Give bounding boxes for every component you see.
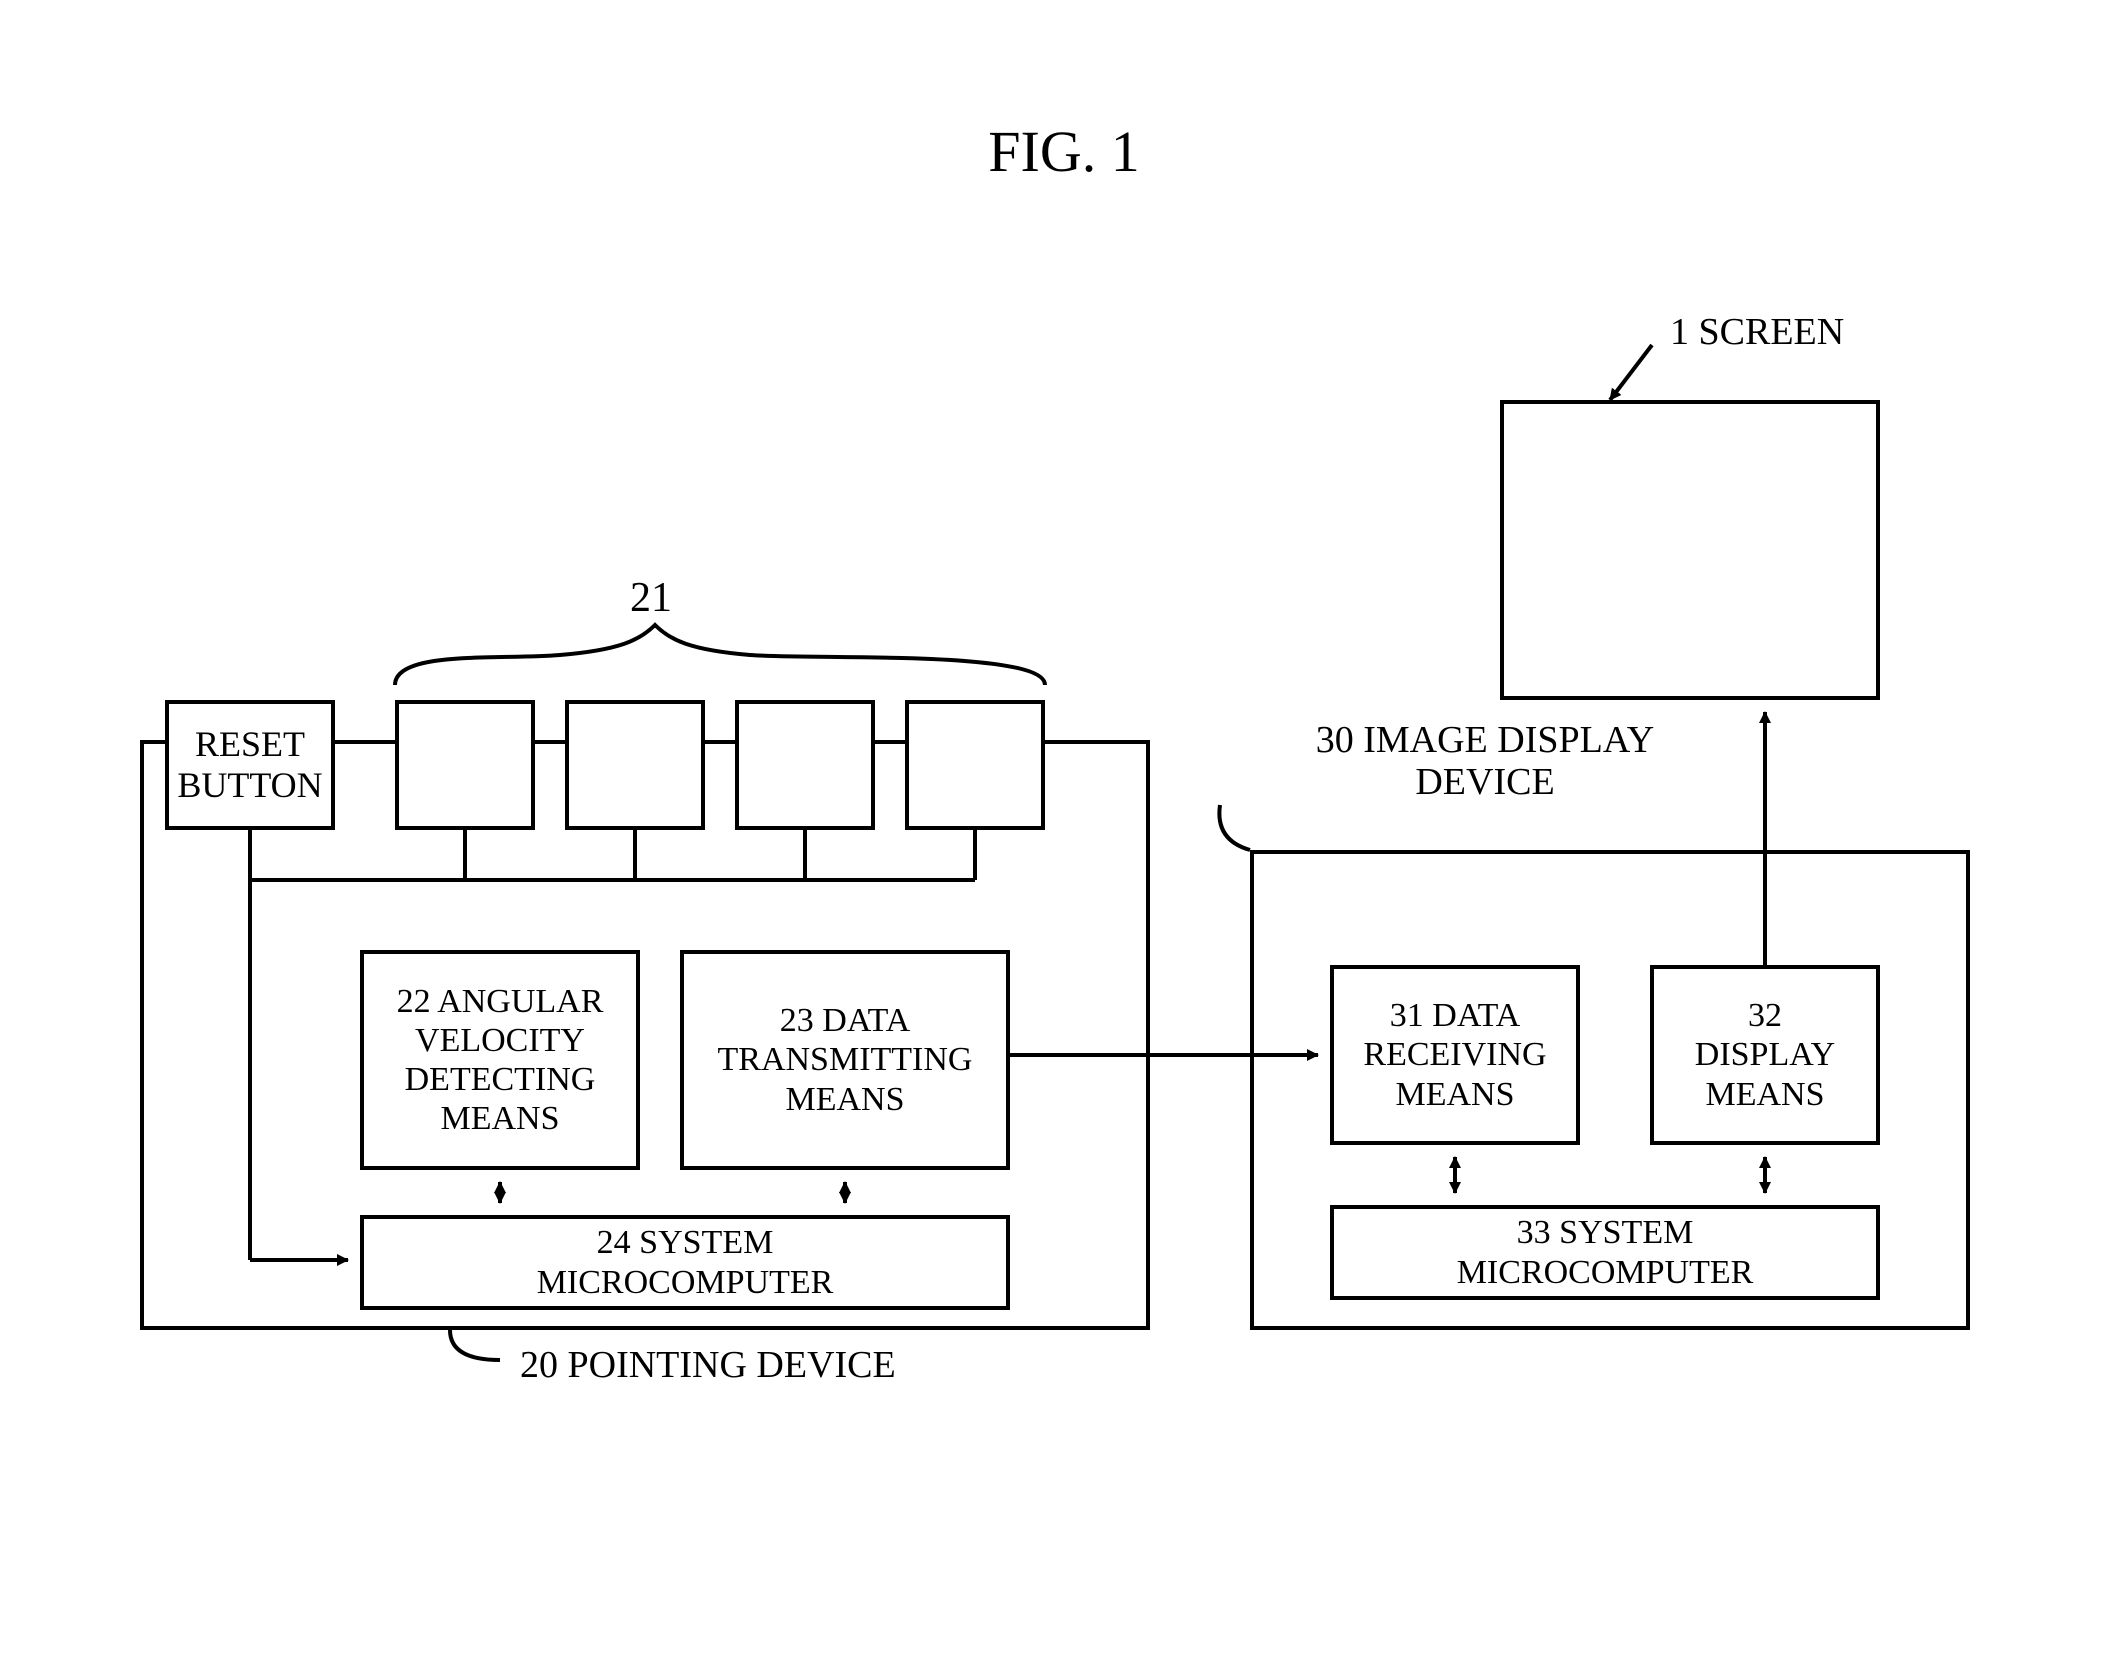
pointing-device-label: 20 POINTING DEVICE bbox=[520, 1345, 896, 1387]
angular-velocity-block: 22 ANGULAR VELOCITY DETECTING MEANS bbox=[360, 950, 640, 1170]
reset-button-block: RESET BUTTON bbox=[165, 700, 335, 830]
reset-line1: RESET bbox=[195, 724, 305, 765]
av-l3: DETECTING bbox=[405, 1060, 596, 1099]
dt-l2: TRANSMITTING bbox=[718, 1040, 973, 1079]
sm-ref: 24 bbox=[597, 1224, 631, 1261]
idd-system-micro-block: 33 SYSTEM MICROCOMPUTER bbox=[1330, 1205, 1880, 1300]
dm-ref: 32 bbox=[1748, 996, 1782, 1035]
av-l4: MEANS bbox=[440, 1099, 559, 1138]
data-transmitting-block: 23 DATA TRANSMITTING MEANS bbox=[680, 950, 1010, 1170]
data-receiving-block: 31 DATA RECEIVING MEANS bbox=[1330, 965, 1580, 1145]
dt-l1: DATA bbox=[822, 1002, 910, 1039]
dr-l3: MEANS bbox=[1395, 1075, 1514, 1114]
dm-l1: DISPLAY bbox=[1695, 1035, 1835, 1074]
reset-line2: BUTTON bbox=[177, 765, 322, 806]
sm2-ref: 33 bbox=[1517, 1214, 1551, 1251]
idd-l1: IMAGE DISPLAY bbox=[1363, 719, 1654, 761]
av-l1: ANGULAR bbox=[437, 983, 603, 1020]
pointing-device-ref: 20 bbox=[520, 1344, 558, 1386]
sm-l1: SYSTEM bbox=[639, 1224, 773, 1261]
idd-ref: 30 bbox=[1316, 719, 1354, 761]
dr-l1: DATA bbox=[1432, 997, 1520, 1034]
dm-l2: MEANS bbox=[1705, 1075, 1824, 1114]
sm2-l1: SYSTEM bbox=[1559, 1214, 1693, 1251]
pointing-device-name: POINTING DEVICE bbox=[568, 1344, 896, 1386]
button-1 bbox=[395, 700, 535, 830]
dt-l3: MEANS bbox=[785, 1080, 904, 1119]
screen-name: SCREEN bbox=[1699, 311, 1845, 353]
screen-box bbox=[1500, 400, 1880, 700]
button-4 bbox=[905, 700, 1045, 830]
dr-ref: 31 bbox=[1390, 997, 1424, 1034]
button-2 bbox=[565, 700, 705, 830]
image-display-device-label: 30 IMAGE DISPLAY DEVICE bbox=[1250, 720, 1720, 804]
diagram-canvas: FIG. 1 1 SCREEN 20 POINTING DEVICE RESET… bbox=[0, 0, 2128, 1654]
idd-l2: DEVICE bbox=[1250, 762, 1720, 804]
av-l2: VELOCITY bbox=[415, 1021, 585, 1060]
buttons-group-ref: 21 bbox=[630, 575, 672, 621]
av-ref: 22 bbox=[397, 983, 431, 1020]
pd-system-micro-block: 24 SYSTEM MICROCOMPUTER bbox=[360, 1215, 1010, 1310]
dr-l2: RECEIVING bbox=[1363, 1035, 1546, 1074]
display-means-block: 32 DISPLAY MEANS bbox=[1650, 965, 1880, 1145]
screen-ref: 1 bbox=[1670, 311, 1689, 353]
sm2-l2: MICROCOMPUTER bbox=[1457, 1253, 1754, 1292]
button-3 bbox=[735, 700, 875, 830]
figure-title: FIG. 1 bbox=[0, 120, 2128, 184]
sm-l2: MICROCOMPUTER bbox=[537, 1263, 834, 1302]
dt-ref: 23 bbox=[780, 1002, 814, 1039]
screen-label: 1 SCREEN bbox=[1670, 312, 1844, 354]
